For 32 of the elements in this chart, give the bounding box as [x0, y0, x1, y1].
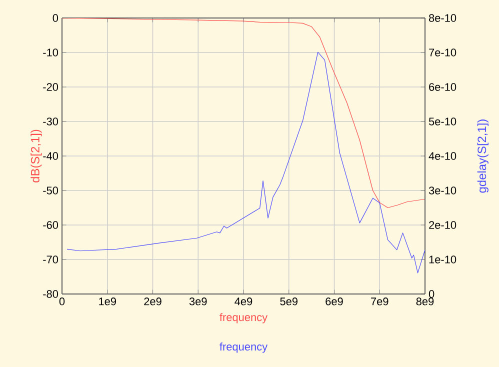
y2-tick-label: 2e-10	[429, 221, 456, 229]
y-axis-title: dB(S[2,1])	[30, 130, 42, 182]
y2-tick-label: 6e-10	[429, 83, 456, 91]
y2-tick-label: 1e-10	[429, 256, 456, 264]
x-tick-label: 0	[59, 298, 65, 306]
y2-axis-title: gdelay(S[2,1])	[477, 120, 488, 193]
x-tick-label: 6e9	[326, 298, 343, 306]
x-tick-label: 7e9	[371, 298, 388, 306]
x-tick-label: 8e9	[416, 298, 434, 306]
y-tick-label: -10	[43, 48, 58, 56]
x-tick-label: 1e9	[99, 298, 116, 306]
y-tick-label: 0	[52, 14, 58, 22]
y-tick-label: -40	[43, 152, 58, 160]
x-tick-label: 4e9	[234, 298, 252, 306]
y2-tick-label: 8e-10	[428, 14, 456, 22]
y-tick-label: -30	[43, 118, 58, 126]
y2-tick-label: 3e-10	[428, 186, 456, 194]
y2-tick-label: 4e-10	[428, 152, 456, 160]
y-tick-label: -70	[43, 256, 58, 264]
y-tick-label: -80	[43, 290, 58, 298]
text: frequency	[220, 342, 268, 353]
y-tick-label: -60	[43, 221, 58, 229]
y2-tick-label: 5e-10	[428, 118, 456, 126]
y-tick-label: -50	[43, 186, 58, 194]
y2-tick-label: 7e-10	[429, 48, 456, 56]
y-tick-label: -20	[43, 83, 58, 91]
x-tick-label: 3e9	[189, 298, 207, 306]
x-tick-label: 5e9	[280, 298, 298, 306]
x-axis-title: frequency	[220, 313, 268, 324]
line-series	[66, 52, 425, 274]
x-tick-label: 2e9	[144, 298, 162, 306]
y2-tick-label: 0	[428, 290, 434, 298]
